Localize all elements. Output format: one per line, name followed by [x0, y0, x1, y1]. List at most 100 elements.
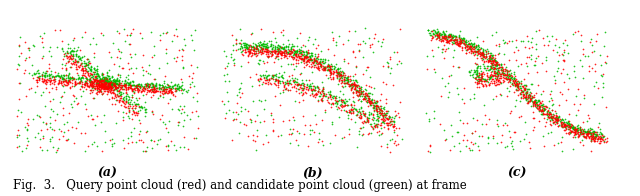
Point [449, 41, 460, 44]
Point [590, 139, 600, 142]
Point [472, 67, 483, 70]
Point [112, 80, 122, 83]
Point [310, 96, 320, 99]
Point [365, 45, 376, 49]
Point [249, 48, 259, 51]
Point [531, 63, 541, 66]
Point [490, 64, 500, 67]
Point [443, 34, 453, 38]
Point [473, 48, 483, 51]
Point [65, 76, 75, 79]
Point [292, 49, 302, 52]
Point [94, 86, 104, 89]
Point [65, 75, 75, 78]
Point [470, 44, 481, 47]
Point [355, 116, 365, 120]
Point [99, 86, 109, 89]
Point [19, 72, 29, 75]
Point [128, 80, 138, 83]
Point [78, 73, 88, 76]
Point [600, 61, 611, 64]
Point [271, 83, 281, 87]
Point [60, 52, 70, 55]
Point [348, 91, 358, 94]
Point [109, 85, 119, 88]
Point [446, 33, 456, 36]
Point [356, 90, 366, 93]
Point [32, 78, 42, 82]
Point [516, 80, 526, 83]
Point [42, 77, 52, 81]
Point [231, 41, 241, 44]
Point [108, 83, 118, 86]
Point [586, 134, 596, 137]
Point [363, 117, 373, 120]
Point [246, 119, 256, 122]
Point [104, 84, 114, 87]
Point [277, 50, 287, 53]
Point [546, 90, 556, 93]
Point [356, 127, 367, 130]
Point [360, 27, 371, 30]
Point [262, 47, 273, 50]
Point [591, 130, 602, 133]
Point [244, 53, 255, 56]
Point [570, 131, 580, 134]
Point [266, 49, 276, 52]
Point [291, 50, 301, 53]
Point [583, 130, 593, 133]
Point [219, 73, 229, 76]
Point [220, 116, 230, 119]
Point [60, 78, 70, 81]
Point [293, 83, 303, 86]
Point [334, 70, 344, 74]
Point [573, 131, 583, 134]
Point [474, 148, 484, 152]
Point [310, 113, 320, 117]
Point [553, 66, 563, 69]
Point [236, 44, 246, 47]
Point [481, 66, 492, 70]
Point [56, 81, 67, 84]
Point [542, 112, 552, 115]
Point [376, 122, 386, 125]
Point [312, 89, 323, 93]
Point [132, 87, 143, 90]
Point [296, 53, 306, 56]
Point [357, 121, 367, 124]
Point [144, 89, 154, 92]
Point [163, 143, 173, 146]
Point [240, 50, 250, 53]
Point [478, 57, 488, 60]
Point [261, 50, 271, 53]
Point [114, 84, 124, 88]
Point [101, 80, 111, 83]
Point [314, 98, 324, 102]
Point [17, 149, 28, 152]
Point [331, 70, 341, 73]
Point [133, 84, 143, 87]
Point [560, 118, 570, 121]
Point [368, 115, 378, 119]
Point [572, 127, 582, 131]
Point [312, 84, 322, 87]
Point [595, 127, 605, 130]
Point [289, 52, 300, 55]
Point [389, 141, 399, 144]
Point [326, 73, 337, 76]
Point [310, 52, 320, 55]
Point [70, 58, 80, 61]
Point [492, 78, 502, 82]
Point [476, 53, 486, 56]
Point [473, 44, 483, 47]
Point [79, 82, 89, 85]
Point [137, 85, 147, 88]
Point [315, 63, 325, 66]
Point [493, 70, 503, 73]
Point [543, 108, 554, 112]
Point [298, 54, 308, 57]
Point [60, 79, 70, 82]
Point [472, 69, 483, 72]
Point [333, 105, 343, 108]
Point [497, 71, 508, 74]
